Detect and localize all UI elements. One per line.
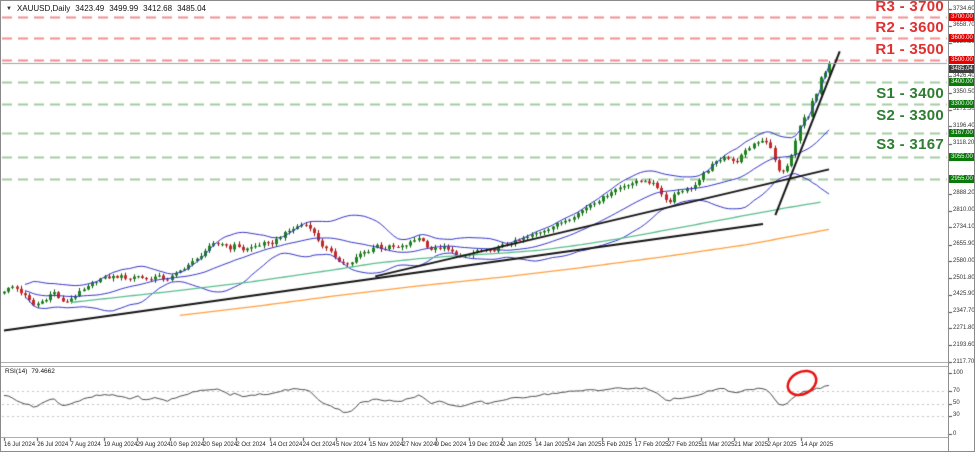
price-tick-label: 2193.60: [953, 341, 975, 348]
date-axis-label: 2 Oct 2024: [236, 442, 266, 448]
date-axis-label: 2 Apr 2025: [767, 442, 797, 448]
price-tick-label: 2810.00: [953, 207, 975, 214]
date-axis-label: 17 Feb 2025: [634, 442, 669, 448]
price-line-badge: 3485.04: [949, 65, 974, 74]
date-axis-label: 20 Sep 2024: [203, 442, 238, 448]
date-axis-label: 19 Aug 2024: [103, 442, 138, 448]
price-scale-border: [948, 1, 949, 451]
price-line-badge: 3300.00: [949, 99, 974, 108]
price-tick-label: 2425.90: [953, 291, 975, 298]
price-line-badge: 3500.00: [949, 56, 974, 65]
date-axis-label: 16 Jul 2024: [4, 442, 36, 448]
price-tick-label: 3658.70: [953, 22, 975, 29]
price-tick-label: 3118.20: [953, 140, 975, 147]
ohlc-high: 3499.99: [109, 4, 139, 13]
price-tick-label: 2271.80: [953, 324, 975, 331]
date-axis-label: 2 Jan 2025: [502, 442, 532, 448]
rsi-pane-bottom-border: [1, 437, 948, 438]
rsi-scale-label: 100: [953, 369, 964, 376]
date-axis-label: 14 Oct 2024: [269, 442, 303, 448]
rsi-scale-label: 30: [953, 412, 960, 419]
price-tick-label: 3734.60: [953, 5, 975, 12]
date-axis-label: 9 Dec 2024: [435, 442, 467, 448]
price-line-badge: 3167.00: [949, 128, 974, 137]
rsi-indicator-label: RSI(14) 79.4662: [5, 368, 55, 375]
rsi-value: 79.4662: [31, 368, 55, 375]
symbol-timeframe-label: XAUUSD,Daily: [16, 4, 71, 13]
resistance-level-label: R1 - 3500: [875, 41, 944, 59]
price-tick-label: 2501.80: [953, 274, 975, 281]
price-line-badge: 3055.00: [949, 153, 974, 162]
price-tick-label: 3272.30: [953, 106, 975, 113]
rsi-scale-label: 50: [953, 400, 960, 406]
date-axis-label: 10 Sep 2024: [170, 442, 205, 448]
pane-splitter-top[interactable]: [1, 362, 948, 363]
pane-splitter-bottom[interactable]: [1, 366, 948, 367]
resistance-level-label: R3 - 3700: [875, 0, 944, 15]
date-axis-label: 26 Jul 2024: [37, 442, 69, 448]
price-tick-label: 3196.40: [953, 122, 975, 129]
price-tick-label: 2888.20: [953, 190, 975, 197]
date-axis-label: 5 Feb 2025: [601, 442, 632, 448]
date-axis-label: 27 Feb 2025: [668, 442, 702, 448]
date-axis-label: 5 Nov 2024: [336, 442, 367, 448]
date-axis-label: 24 Oct 2024: [302, 442, 336, 448]
date-axis-label: 11 Mar 2025: [701, 442, 735, 448]
date-axis-label: 14 Apr 2025: [800, 442, 834, 448]
chart-title-bar: ▼ XAUUSD,Daily 3423.49 3499.99 3412.68 3…: [6, 4, 206, 13]
date-axis-label: 24 Jan 2025: [568, 442, 602, 448]
price-tick-label: 3426.40: [953, 72, 975, 79]
date-axis-label: 19 Dec 2024: [468, 442, 503, 448]
price-line-badge: 3600.00: [949, 34, 974, 43]
price-line-badge: 2955.00: [949, 175, 974, 184]
resistance-level-label: R2 - 3600: [875, 19, 944, 37]
price-tick-label: 2655.90: [953, 241, 975, 247]
price-tick-label: 2117.70: [953, 358, 975, 365]
ohlc-open: 3423.49: [75, 4, 105, 13]
price-tick-label: 2734.10: [953, 223, 975, 230]
chart-window-icon: ▼: [6, 5, 12, 12]
date-axis-label: 27 Nov 2024: [402, 442, 437, 448]
date-axis-label: 21 Mar 2025: [734, 442, 769, 448]
price-tick-label: 2580.00: [953, 257, 975, 264]
rsi-scale-label: 70: [953, 387, 960, 394]
support-level-label: S2 - 3300: [876, 106, 944, 124]
ohlc-low: 3412.68: [143, 4, 173, 13]
price-tick-label: 2347.70: [953, 308, 975, 315]
date-axis-label: 15 Nov 2024: [369, 442, 404, 448]
rsi-name: RSI(14): [5, 368, 28, 375]
date-axis-label: 29 Aug 2024: [136, 442, 171, 448]
rsi-scale-label: 0: [953, 430, 957, 437]
support-level-label: S3 - 3167: [876, 135, 944, 153]
date-axis-label: 14 Jan 2025: [535, 442, 569, 448]
price-line-badge: 3700.00: [949, 12, 974, 21]
ohlc-close: 3485.04: [177, 4, 206, 13]
price-tick-label: 3350.50: [953, 89, 975, 96]
date-axis-label: 7 Aug 2024: [70, 442, 101, 448]
support-level-label: S1 - 3400: [876, 85, 944, 103]
price-line-badge: 3400.00: [949, 78, 974, 87]
